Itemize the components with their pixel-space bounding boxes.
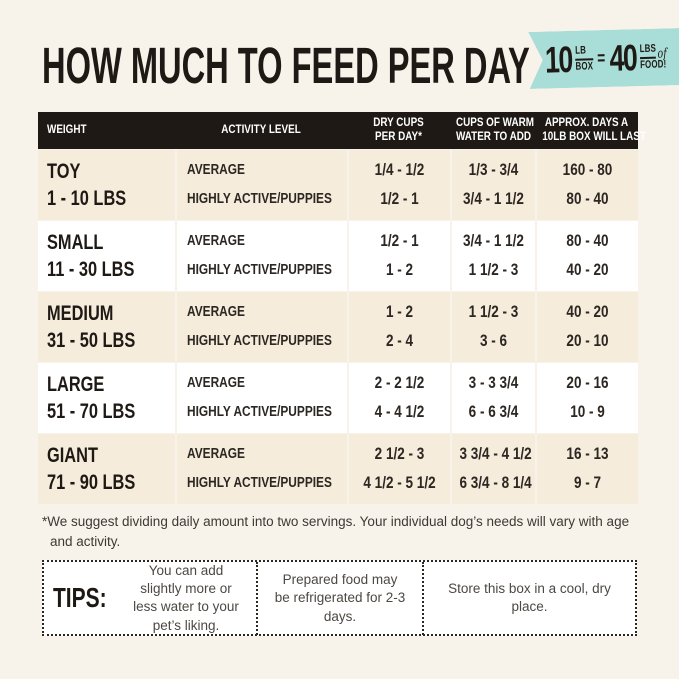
weight-cell: GIANT 71 - 90 LBS [38, 434, 175, 504]
size-label: GIANT [47, 444, 98, 467]
tips-box: TIPS: You can add slightly more or less … [42, 560, 637, 636]
days-cell: 16 - 13 9 - 7 [535, 434, 638, 504]
warm-water-cell: 1 1/2 - 3 3 - 6 [450, 292, 535, 362]
activity-cell: AVERAGE HIGHLY ACTIVE/PUPPIES [175, 292, 347, 362]
badge-food-unit: LBS of FOOD! [640, 43, 668, 72]
warm-water-cell: 1/3 - 3/4 3/4 - 1 1/2 [450, 150, 535, 220]
badge-food-unit-top: LBS [640, 43, 657, 59]
days-cell: 20 - 16 10 - 9 [535, 363, 638, 433]
warm-water-cell: 3/4 - 1 1/2 1 1/2 - 3 [450, 221, 535, 291]
size-label: MEDIUM [47, 302, 114, 325]
badge-box-unit: LB BOX [575, 45, 593, 74]
feeding-table: WEIGHT ACTIVITY LEVEL DRY CUPS PER DAY* … [38, 112, 646, 504]
column-header-activity-level: ACTIVITY LEVEL [221, 123, 301, 136]
size-label: LARGE [47, 373, 105, 396]
days-cell: 40 - 20 20 - 10 [535, 292, 638, 362]
table-row-toy: TOY 1 - 10 LBS AVERAGE HIGHLY ACTIVE/PUP… [38, 150, 638, 220]
badge-box-unit-bottom: BOX [575, 59, 594, 73]
table-row-giant: GIANT 71 - 90 LBS AVERAGE HIGHLY ACTIVE/… [38, 434, 638, 504]
serving-footnote: *We suggest dividing daily amount into t… [42, 514, 630, 550]
warm-water-cell: 3 - 3 3/4 6 - 6 3/4 [450, 363, 535, 433]
weight-range: 71 - 90 LBS [47, 471, 136, 494]
weight-range: 1 - 10 LBS [47, 187, 127, 210]
table-row-medium: MEDIUM 31 - 50 LBS AVERAGE HIGHLY ACTIVE… [38, 292, 638, 362]
dry-cups-cell: 1/2 - 1 1 - 2 [347, 221, 450, 291]
activity-cell: AVERAGE HIGHLY ACTIVE/PUPPIES [175, 150, 347, 220]
badge-box-quantity: 10 [544, 38, 573, 81]
badge-box-unit-top: LB [575, 45, 593, 61]
page-title: HOW MUCH TO FEED PER DAY [42, 37, 530, 94]
column-header-dry-cups: DRY CUPS PER DAY* [373, 116, 424, 143]
weight-cell: LARGE 51 - 70 LBS [38, 363, 175, 433]
warm-water-cell: 3 3/4 - 4 1/2 6 3/4 - 8 1/4 [450, 434, 535, 504]
days-cell: 80 - 40 40 - 20 [535, 221, 638, 291]
badge-content: 10 LB BOX = 40 LBS of FOOD! [544, 28, 679, 89]
table-row-small: SMALL 11 - 30 LBS AVERAGE HIGHLY ACTIVE/… [38, 221, 638, 291]
activity-cell: AVERAGE HIGHLY ACTIVE/PUPPIES [175, 434, 347, 504]
column-header-weight: WEIGHT [47, 123, 87, 136]
weight-cell: TOY 1 - 10 LBS [38, 150, 175, 220]
days-cell: 160 - 80 80 - 40 [535, 150, 638, 220]
weight-range: 31 - 50 LBS [47, 329, 136, 352]
dry-cups-cell: 2 1/2 - 3 4 1/2 - 5 1/2 [347, 434, 450, 504]
box-equals-food-badge: 10 LB BOX = 40 LBS of FOOD! [528, 28, 679, 89]
tip-storage: Store this box in a cool, dry place. [422, 562, 635, 635]
weight-cell: SMALL 11 - 30 LBS [38, 221, 175, 291]
table-header-row: WEIGHT ACTIVITY LEVEL DRY CUPS PER DAY* … [38, 112, 646, 149]
tip-refrigeration: Prepared food may be refrigerated for 2-… [256, 562, 422, 635]
dry-cups-cell: 1/4 - 1/2 1/2 - 1 [347, 150, 450, 220]
activity-cell: AVERAGE HIGHLY ACTIVE/PUPPIES [175, 221, 347, 291]
tips-label: TIPS: [53, 582, 107, 614]
column-header-days-box-lasts: APPROX. DAYS A 10LB BOX WILL LAST [542, 116, 646, 143]
badge-of-script: of [657, 45, 668, 62]
weight-range: 51 - 70 LBS [47, 400, 136, 423]
badge-equals-sign: = [596, 47, 606, 69]
badge-food-unit-top-row: LBS of [640, 43, 668, 59]
badge-food-quantity: 40 [609, 37, 637, 79]
size-label: SMALL [47, 231, 104, 254]
activity-cell: AVERAGE HIGHLY ACTIVE/PUPPIES [175, 363, 347, 433]
tip-water-adjustment: You can add slightly more or less water … [133, 563, 239, 633]
weight-cell: MEDIUM 31 - 50 LBS [38, 292, 175, 362]
size-label: TOY [47, 160, 81, 183]
weight-range: 11 - 30 LBS [47, 258, 135, 281]
dry-cups-cell: 2 - 2 1/2 4 - 4 1/2 [347, 363, 450, 433]
column-header-warm-water: CUPS OF WARM WATER TO ADD [455, 116, 534, 143]
table-row-large: LARGE 51 - 70 LBS AVERAGE HIGHLY ACTIVE/… [38, 363, 638, 433]
dry-cups-cell: 1 - 2 2 - 4 [347, 292, 450, 362]
